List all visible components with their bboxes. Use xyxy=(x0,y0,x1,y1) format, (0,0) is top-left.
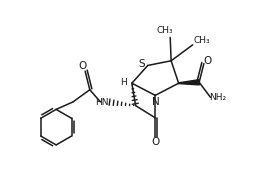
Text: HN: HN xyxy=(96,98,109,107)
Text: N: N xyxy=(152,96,160,107)
Text: O: O xyxy=(152,137,160,147)
Text: S: S xyxy=(139,59,145,69)
Text: CH₃: CH₃ xyxy=(193,36,210,45)
Text: O: O xyxy=(79,61,87,71)
Text: CH₃: CH₃ xyxy=(156,26,173,35)
Text: O: O xyxy=(204,56,212,66)
Polygon shape xyxy=(179,80,199,85)
Text: NH₂: NH₂ xyxy=(209,93,226,102)
Text: H: H xyxy=(120,78,127,87)
